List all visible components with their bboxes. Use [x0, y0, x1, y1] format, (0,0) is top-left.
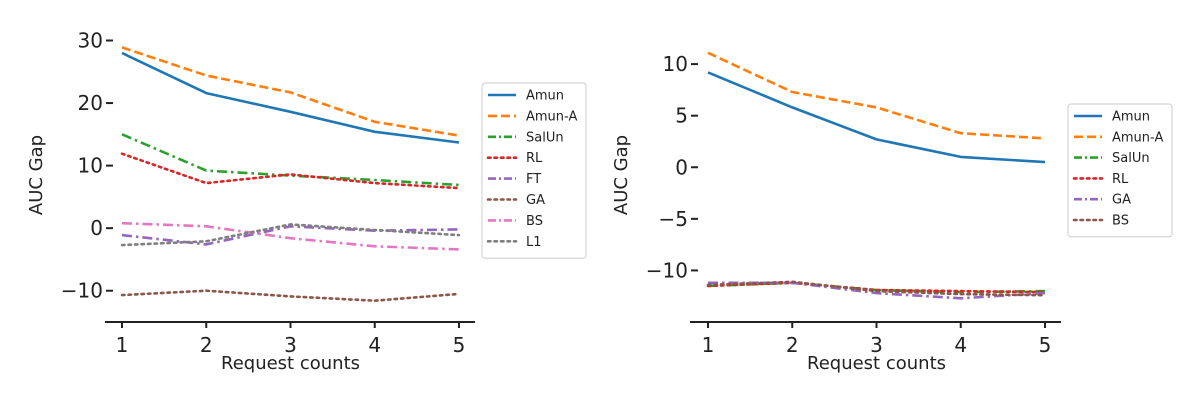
legend-label: GA [1112, 193, 1131, 208]
legend-label: GA [526, 193, 545, 208]
series-line-l1 [120, 223, 461, 247]
legend-label: BS [526, 214, 543, 229]
series-line-ga [708, 281, 1046, 300]
legend-label: SalUn [526, 130, 564, 145]
x-tick-label: 3 [284, 333, 297, 357]
x-axis-label: Request counts [807, 353, 946, 374]
y-axis-label: AUC Gap [26, 135, 47, 215]
legend: Amun Amun-A SalUn RL FT GA BS L1 [481, 82, 587, 259]
series-line-amun [121, 51, 460, 144]
y-tick-label: 20 [78, 91, 103, 115]
x-tick-label: 4 [954, 333, 967, 357]
chart-left: 1 2 3 4 5 −10 0 10 20 30 Request counts AUC Gap Amun… [26, 29, 587, 374]
y-tick-label: 0 [675, 155, 688, 179]
x-tick-label: 2 [200, 333, 213, 357]
legend-label: Amun [1112, 110, 1150, 125]
y-tick-label: −5 [659, 207, 688, 231]
legend-label: FT [526, 172, 541, 187]
series-line-ga [120, 289, 461, 303]
x-axis-label: Request counts [221, 353, 360, 374]
y-tick-label: 0 [90, 216, 103, 240]
legend-label: RL [526, 151, 543, 166]
x-tick-label: 1 [116, 333, 129, 357]
x-tick-label: 5 [453, 333, 466, 357]
x-tick-label: 1 [702, 333, 715, 357]
legend-label: BS [1112, 214, 1129, 229]
series-line-amun [707, 71, 1046, 164]
series-line-ft [121, 225, 460, 246]
x-tick-label: 2 [786, 333, 799, 357]
x-tick-label: 4 [368, 333, 381, 357]
series-line-bs [706, 280, 1047, 297]
y-tick-label: −10 [646, 258, 688, 282]
y-tick-label: 5 [675, 104, 688, 128]
legend-label: Amun-A [1112, 130, 1163, 145]
series-line-rl [120, 152, 461, 190]
legend-frame [481, 82, 587, 259]
series-line-salun [121, 133, 460, 187]
series-line-amun-a [707, 51, 1046, 140]
y-tick-label: 30 [78, 29, 103, 53]
x-tick-label: 3 [870, 333, 883, 357]
series-line-amun-a [121, 46, 460, 137]
legend-label: L1 [526, 235, 542, 250]
x-tick-label: 5 [1039, 333, 1052, 357]
y-tick-label: 10 [78, 154, 103, 178]
y-tick-label: 10 [663, 52, 688, 76]
legend: Amun Amun-A SalUn RL GA BS [1067, 103, 1173, 238]
legend-label: RL [1112, 172, 1129, 187]
series-line-bs [121, 221, 460, 251]
legend-label: SalUn [1112, 151, 1150, 166]
legend-label: Amun-A [526, 109, 577, 124]
legend-label: Amun [526, 89, 564, 104]
y-axis-label: AUC Gap [611, 135, 632, 215]
y-tick-label: −10 [61, 279, 103, 303]
